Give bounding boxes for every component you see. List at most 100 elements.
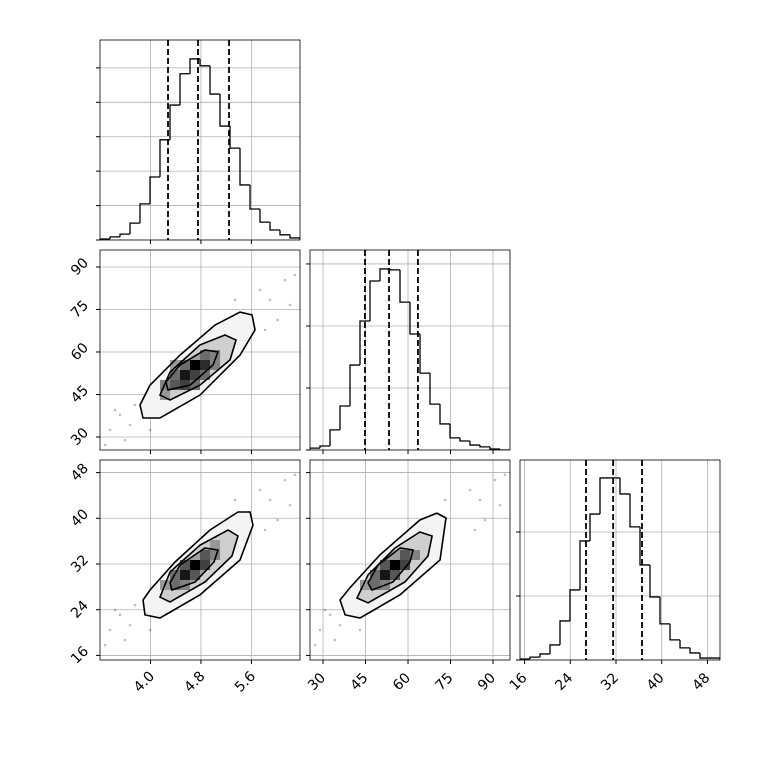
- histogram-bin: [529, 656, 540, 660]
- sample-point: [128, 623, 132, 627]
- histogram-bin: [189, 58, 200, 74]
- y-tick-label: 16: [68, 643, 92, 667]
- contour-line: [158, 529, 239, 603]
- sample-point: [503, 473, 507, 477]
- density-cell: [180, 570, 190, 580]
- x-tick-label: 45: [348, 670, 372, 694]
- sample-point: [113, 408, 117, 412]
- histogram-bin: [139, 203, 151, 224]
- histogram-bin: [369, 280, 380, 322]
- histogram-bin: [259, 209, 271, 223]
- density-cell: [380, 560, 390, 570]
- histogram-bin: [249, 184, 260, 210]
- histogram-bin: [319, 445, 330, 449]
- sample-point: [268, 298, 272, 302]
- y-tick-label: 90: [68, 255, 92, 279]
- density-cell: [180, 370, 190, 380]
- histogram-bin: [479, 445, 490, 448]
- density-cell: [210, 540, 221, 550]
- x-tick-label: 4.0: [131, 668, 158, 695]
- histogram-bin: [169, 104, 180, 140]
- sample-point: [323, 608, 327, 612]
- sample-point: [473, 528, 477, 532]
- histogram-bin: [469, 441, 480, 446]
- histogram-bin: [499, 449, 510, 450]
- sample-point: [118, 413, 122, 417]
- density-cell: [190, 570, 201, 580]
- x-tick-label: 24: [552, 670, 576, 694]
- panel-frame: [99, 249, 301, 451]
- panel: 30 45 60 75 90: [68, 249, 301, 454]
- y-tick-label: 24: [68, 598, 92, 622]
- sample-point: [333, 638, 337, 642]
- density-cell: [170, 380, 181, 390]
- density-cell: [170, 370, 181, 380]
- histogram-bin: [679, 639, 690, 649]
- histogram-bin: [579, 540, 590, 590]
- plot-area: [100, 250, 300, 450]
- panel-background: [100, 40, 300, 240]
- sample-point: [338, 623, 342, 627]
- panel-frame: [99, 39, 301, 241]
- sample-point: [478, 498, 482, 502]
- histogram-bin: [100, 238, 111, 240]
- x-tick-label: 48: [689, 670, 713, 694]
- x-tick-label: 16: [507, 670, 531, 694]
- histogram-bin: [689, 647, 700, 654]
- sample-point: [283, 278, 287, 282]
- histogram-bin: [439, 404, 450, 425]
- histogram-bin: [239, 148, 251, 186]
- sample-point: [133, 403, 137, 407]
- histogram-bin: [639, 526, 650, 566]
- sample-point: [443, 498, 447, 502]
- histogram-bin: [489, 446, 500, 450]
- density-cell: [190, 560, 201, 570]
- sample-point: [148, 628, 152, 632]
- histogram-bin: [699, 652, 710, 659]
- histogram-bin: [119, 233, 131, 237]
- sample-point: [108, 628, 112, 632]
- density-cell: [190, 370, 201, 380]
- panel: 4.0 4.8 5.6 16 24 32 40 48: [68, 459, 301, 696]
- sample-point: [328, 613, 332, 617]
- histogram-bin: [549, 644, 560, 654]
- density-cell: [190, 380, 201, 390]
- histogram-bin: [589, 513, 600, 541]
- density-cell: [370, 570, 380, 580]
- contour-line: [169, 547, 220, 592]
- sample-point: [148, 428, 152, 432]
- density-cell: [410, 550, 420, 560]
- histogram-bin: [569, 589, 580, 621]
- density-cell: [200, 560, 210, 570]
- density-cell: [200, 350, 210, 360]
- histogram-bin: [310, 447, 320, 450]
- histogram-bin: [559, 620, 570, 645]
- histogram-bin: [520, 658, 530, 660]
- histogram-bin: [649, 564, 660, 598]
- sample-point: [288, 503, 292, 507]
- histogram-bin: [129, 222, 140, 235]
- density-cell: [390, 560, 400, 570]
- panel: 16 24 32 40 48: [507, 459, 721, 694]
- density-cell: [360, 580, 370, 590]
- density-cell: [200, 550, 210, 560]
- x-tick-label: 30: [305, 670, 329, 694]
- density-cell: [400, 560, 410, 570]
- x-tick-label: 60: [390, 670, 414, 694]
- plot-area: [520, 460, 720, 660]
- histogram-bin: [429, 373, 440, 405]
- panel-frame: [309, 249, 511, 451]
- y-tick-label: 30: [68, 425, 92, 449]
- y-tick-label: 32: [68, 552, 92, 576]
- histogram-bin: [379, 268, 390, 282]
- histogram-bin: [459, 437, 470, 442]
- panel-background: [310, 250, 510, 450]
- sample-point: [233, 298, 237, 302]
- histogram-bin: [149, 176, 160, 204]
- sample-point: [108, 428, 112, 432]
- histogram-bin: [219, 94, 231, 127]
- histogram-bin: [659, 596, 670, 625]
- histogram-bin: [229, 126, 240, 149]
- sample-point: [276, 518, 279, 522]
- density-cell: [190, 360, 201, 370]
